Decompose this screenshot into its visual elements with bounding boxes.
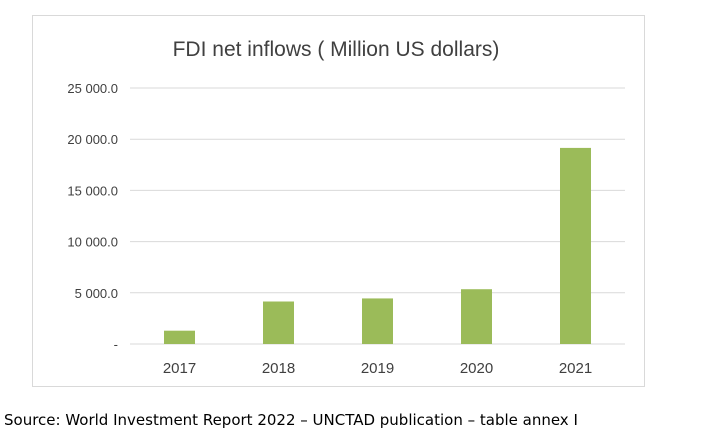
y-tick-label: 25 000.0	[67, 81, 118, 96]
y-tick-label: 15 000.0	[67, 183, 118, 198]
bar-2021	[560, 147, 591, 344]
y-tick-label: -	[114, 337, 118, 352]
grid-lines	[130, 87, 625, 345]
x-tick-labels: 2017 2018 2019 2020 2021	[163, 360, 592, 377]
y-tick-label: 20 000.0	[67, 132, 118, 147]
x-tick-label-2021: 2021	[559, 360, 592, 377]
bar-2018	[263, 301, 294, 344]
bar-2020	[461, 289, 492, 344]
x-tick-label-2019: 2019	[361, 360, 394, 377]
y-tick-label: 10 000.0	[67, 235, 118, 250]
bar-2017	[164, 330, 195, 344]
x-tick-label-2018: 2018	[262, 360, 295, 377]
y-tick-labels: - 5 000.0 10 000.0 15 000.0 20 000.0 25 000.0	[67, 81, 118, 352]
x-tick-label-2020: 2020	[460, 360, 493, 377]
chart-title: FDI net inflows ( Million US dollars)	[173, 38, 500, 61]
source-note: Source: World Investment Report 2022 – U…	[4, 411, 578, 429]
x-tick-label-2017: 2017	[163, 360, 196, 377]
bar-2019	[362, 298, 393, 344]
chart-frame: FDI net inflows ( Million US dollars) - 5…	[32, 15, 645, 387]
bars	[164, 147, 591, 344]
y-tick-label: 5 000.0	[75, 286, 118, 301]
fdi-bar-chart: FDI net inflows ( Million US dollars) - 5…	[67, 38, 625, 377]
